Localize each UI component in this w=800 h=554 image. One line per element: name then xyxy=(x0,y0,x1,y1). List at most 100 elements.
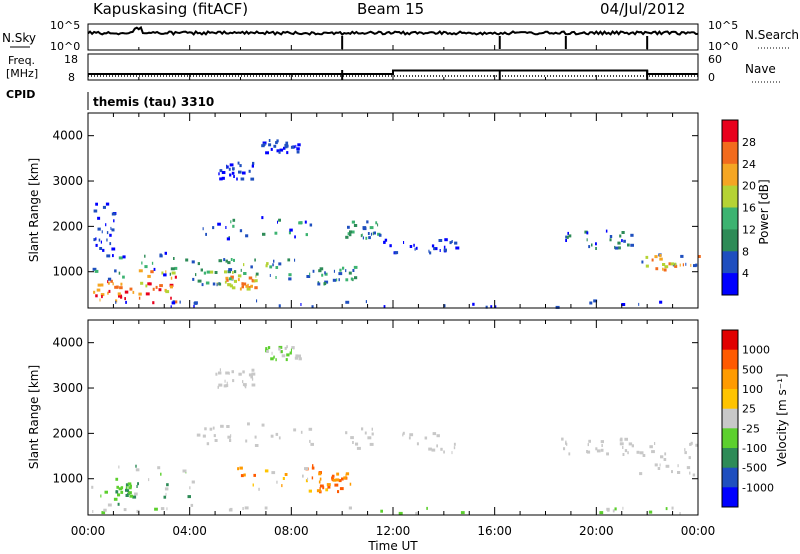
freq-label-1: Freq. xyxy=(8,54,35,67)
velocity-data-cell xyxy=(436,444,438,448)
nsky-tick-top: 10^5 xyxy=(50,19,80,32)
power-data-cell xyxy=(370,232,372,236)
power-data-cell xyxy=(645,255,649,259)
velocity-data-cell xyxy=(187,495,191,499)
velocity-data-cell xyxy=(225,384,229,388)
colorbar-swatch xyxy=(722,389,738,410)
power-data-cell xyxy=(431,244,435,248)
power-data-cell xyxy=(627,243,630,247)
velocity-data-cell xyxy=(318,480,321,484)
power-colorbar: 4 8 12 16 20 24 28 xyxy=(721,119,756,296)
power-data-cell xyxy=(332,278,337,282)
power-data-cell xyxy=(362,236,364,240)
velocity-data-cell xyxy=(191,480,195,484)
velocity-data-cell xyxy=(294,356,298,360)
velocity-data-points xyxy=(91,345,699,516)
colorbar-tick-label: 100 xyxy=(742,383,763,396)
velocity-data-cell xyxy=(619,442,624,446)
velocity-data-cell xyxy=(305,479,308,483)
power-data-cell xyxy=(138,292,142,296)
power-data-cell xyxy=(256,299,258,303)
velocity-data-cell xyxy=(196,433,201,437)
power-data-cell xyxy=(668,262,671,266)
velocity-data-cell xyxy=(631,444,634,448)
velocity-data-cell xyxy=(91,485,94,489)
power-data-cell xyxy=(288,277,292,281)
power-data-cell xyxy=(149,282,152,286)
velocity-data-cell xyxy=(251,368,255,372)
cpid-text: themis (tau) 3310 xyxy=(93,95,214,109)
power-data-cell xyxy=(171,271,176,275)
velocity-data-cell xyxy=(654,463,658,467)
power-data-cell xyxy=(93,290,96,294)
time-tick-label: 08:00 xyxy=(274,524,309,538)
power-data-cell xyxy=(664,265,669,269)
power-data-cell xyxy=(273,259,275,263)
velocity-data-cell xyxy=(677,464,679,468)
velocity-data-cell xyxy=(148,478,150,482)
power-data-cell xyxy=(170,276,173,280)
velocity-data-cell xyxy=(289,351,292,355)
velocity-data-cell xyxy=(295,354,298,358)
velocity-data-cell xyxy=(451,451,453,455)
velocity-data-cell xyxy=(125,488,128,492)
velocity-data-cell xyxy=(265,347,268,351)
power-data-cell xyxy=(384,238,388,242)
velocity-colorbar: -1000 -500 -100 -25 25 100 500 1000 xyxy=(721,329,774,508)
power-data-cell xyxy=(159,253,162,257)
power-data-cell xyxy=(693,264,697,268)
power-data-cell xyxy=(659,254,662,257)
power-data-cell xyxy=(318,269,322,273)
power-data-cell xyxy=(221,171,226,174)
power-data-cell xyxy=(255,272,259,276)
power-data-cell xyxy=(239,164,242,168)
power-data-cell xyxy=(349,230,353,234)
power-data-cell xyxy=(609,235,613,238)
power-data-cell xyxy=(147,274,151,278)
power-data-cell xyxy=(159,284,163,288)
velocity-data-cell xyxy=(212,426,215,430)
power-data-cell xyxy=(295,144,297,148)
power-data-cell xyxy=(277,220,278,224)
power-data-cell xyxy=(124,297,126,301)
power-data-cell xyxy=(416,246,418,250)
power-data-cell xyxy=(251,279,256,283)
velocity-data-cell xyxy=(636,450,640,454)
power-data-cell xyxy=(224,280,227,284)
velocity-data-cell xyxy=(223,384,227,388)
velocity-data-cell xyxy=(350,436,354,440)
power-data-cell xyxy=(268,139,271,142)
velocity-data-cell xyxy=(367,436,372,440)
power-data-cell xyxy=(367,232,370,235)
power-data-cell xyxy=(225,226,227,229)
power-data-cell xyxy=(248,169,251,173)
y-tick-label: 4000 xyxy=(52,336,83,350)
power-data-cell xyxy=(589,301,593,305)
power-data-cell xyxy=(241,285,244,289)
power-data-cell xyxy=(115,300,117,304)
velocity-data-cell xyxy=(318,472,322,476)
power-data-cell xyxy=(352,269,355,272)
velocity-data-cell xyxy=(624,449,628,453)
velocity-data-cell xyxy=(657,467,661,470)
power-data-cell xyxy=(138,269,143,273)
power-data-cell xyxy=(164,251,167,255)
power-data-cell xyxy=(266,262,269,266)
power-data-cell xyxy=(273,144,277,148)
velocity-data-cell xyxy=(345,472,350,476)
power-data-cell xyxy=(286,151,289,155)
power-data-cell xyxy=(230,258,233,261)
power-data-cell xyxy=(231,171,235,175)
y-tick-label: 2000 xyxy=(52,426,83,440)
velocity-data-cell xyxy=(348,506,352,510)
power-data-points xyxy=(92,139,701,309)
power-data-cell xyxy=(490,305,493,309)
velocity-data-cell xyxy=(453,446,456,450)
power-data-cell xyxy=(250,284,253,288)
power-data-cell xyxy=(261,144,265,148)
power-data-cell xyxy=(283,146,286,150)
power-data-cell xyxy=(269,265,273,269)
power-data-cell xyxy=(100,293,105,297)
beam-title: Beam 15 xyxy=(357,0,424,18)
